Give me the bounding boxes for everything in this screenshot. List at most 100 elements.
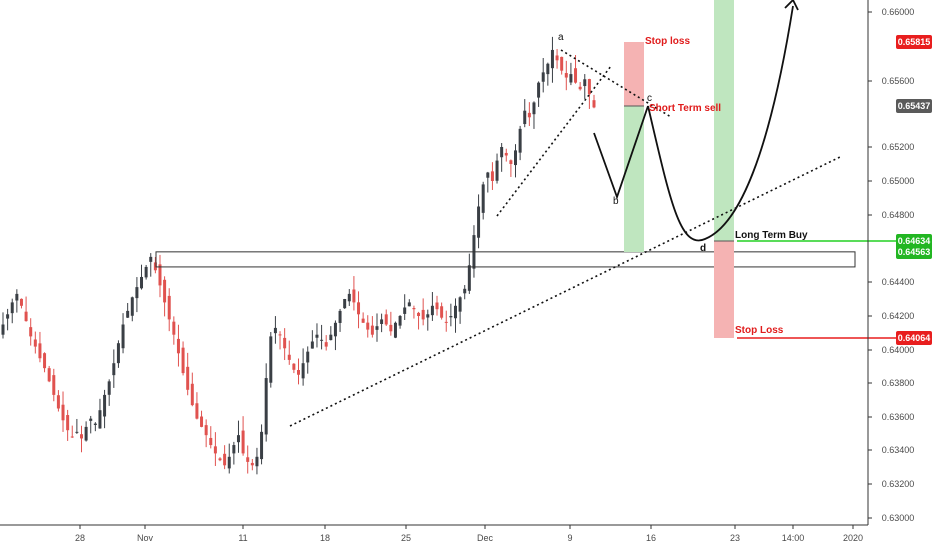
label-short-term-sell: Short Term sell	[649, 103, 721, 114]
price-badge-resistance	[896, 35, 932, 49]
candle-body	[578, 86, 582, 90]
y-tick-label: 0.64000	[882, 345, 915, 355]
candles-group	[1, 36, 596, 475]
candle-body	[546, 63, 550, 75]
x-tick-label: 28	[75, 533, 85, 543]
candle-body	[93, 423, 97, 425]
candle-body	[70, 436, 74, 438]
candle-body	[560, 56, 564, 71]
candle-body	[107, 381, 111, 395]
candle-body	[564, 73, 568, 78]
candle-body	[338, 310, 342, 323]
overlays-group: a b c d Stop loss Short Term sell Long Term Bu…	[155, 0, 932, 427]
candle-body	[260, 431, 264, 460]
candle-body	[47, 368, 51, 382]
candle-body	[514, 150, 518, 166]
candle-body	[163, 279, 167, 303]
short-stop-box	[624, 42, 644, 106]
long-trendline	[289, 156, 841, 427]
candle-body	[375, 326, 379, 330]
candle-body	[490, 171, 494, 181]
candle-body	[232, 445, 236, 454]
candle-body	[403, 307, 407, 314]
candle-body	[550, 49, 554, 69]
x-tick-label: 14:00	[782, 533, 805, 543]
candle-body	[537, 82, 541, 98]
candle-body	[153, 262, 157, 271]
candle-body	[246, 457, 250, 462]
candle-body	[477, 206, 481, 238]
candle-body	[227, 456, 231, 469]
candle-body	[352, 289, 356, 303]
candle-body	[407, 302, 411, 307]
candle-body	[209, 437, 213, 446]
candle-body	[306, 351, 310, 363]
projected-zigzag	[593, 105, 649, 200]
candle-body	[167, 295, 171, 320]
candle-body	[52, 375, 56, 395]
candle-body	[426, 314, 430, 318]
candle-body	[430, 305, 434, 316]
candle-body	[75, 431, 79, 433]
wedge-support-line	[496, 65, 612, 217]
candle-body	[393, 322, 397, 338]
y-tick-label: 0.63600	[882, 412, 915, 422]
price-badge-zone	[896, 245, 932, 259]
label-stop-loss-short: Stop loss	[645, 36, 690, 47]
candle-body	[467, 265, 471, 291]
long-stop-box	[714, 241, 734, 338]
candle-body	[583, 79, 587, 87]
candle-body	[500, 147, 504, 158]
candle-body	[144, 266, 148, 278]
x-tick-label: 9	[567, 533, 572, 543]
candle-body	[283, 337, 287, 349]
candle-body	[10, 302, 14, 314]
candle-body	[186, 366, 190, 390]
x-tick-label: 2020	[843, 533, 863, 543]
candle-body	[213, 446, 217, 454]
candle-body	[361, 318, 365, 323]
candle-body	[204, 425, 208, 436]
candle-body	[509, 160, 513, 164]
candle-body	[329, 334, 333, 341]
candle-body	[176, 338, 180, 354]
candle-body	[264, 378, 268, 435]
arrow-head	[784, 0, 799, 11]
candle-body	[29, 327, 33, 337]
candle-body	[116, 343, 120, 364]
price-badge-text-zone: 0.64563	[898, 247, 931, 257]
y-tick-label: 0.64200	[882, 311, 915, 321]
candle-body	[343, 299, 347, 309]
candle-body	[241, 430, 245, 454]
candle-body	[389, 324, 393, 332]
x-tick-label: Nov	[137, 533, 154, 543]
candle-body	[569, 74, 573, 83]
candle-body	[112, 363, 116, 376]
x-tick-label: Dec	[477, 533, 494, 543]
candle-body	[592, 100, 596, 108]
candle-body	[158, 264, 162, 286]
candle-body	[527, 112, 531, 118]
candle-body	[495, 160, 499, 181]
candle-body	[444, 321, 448, 323]
y-tick-label: 0.64400	[882, 277, 915, 287]
candle-body	[89, 418, 93, 421]
wedge-resistance-line	[560, 49, 672, 118]
candle-body	[126, 310, 130, 318]
candle-body	[297, 370, 300, 375]
candle-body	[15, 293, 19, 301]
price-badge-current	[896, 99, 932, 113]
long-target-box	[714, 0, 734, 241]
candle-body	[103, 394, 107, 417]
candle-body	[412, 308, 416, 310]
y-tick-label: 0.64800	[882, 210, 915, 220]
candle-body	[190, 383, 194, 406]
candle-body	[250, 462, 254, 466]
candle-body	[347, 293, 351, 302]
candle-body	[310, 341, 314, 349]
y-tick-label: 0.63800	[882, 378, 915, 388]
candle-body	[1, 324, 5, 335]
candle-body	[453, 305, 457, 319]
candle-body	[278, 334, 282, 336]
